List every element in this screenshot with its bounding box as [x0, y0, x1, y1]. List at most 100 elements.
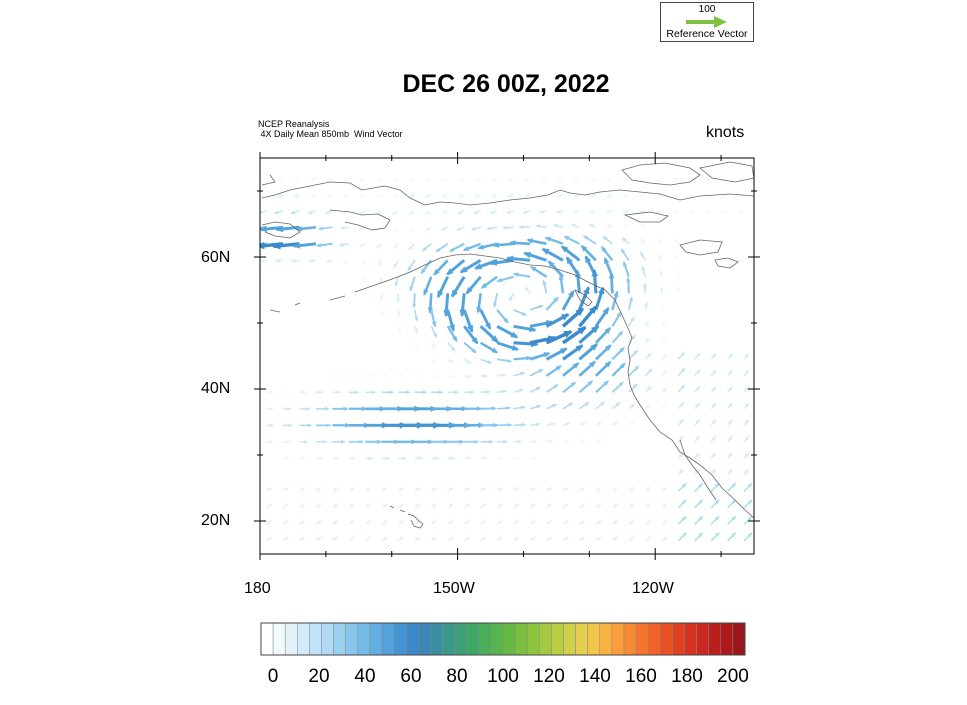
wind-vector — [694, 499, 704, 509]
wind-vector — [523, 193, 531, 198]
wind-vector — [342, 193, 350, 199]
wind-vector — [266, 486, 273, 492]
wind-vector — [501, 225, 514, 230]
wind-vector — [430, 325, 438, 339]
wind-vector — [299, 456, 308, 461]
lat-label-60n: 60N — [201, 249, 231, 266]
wind-vector — [283, 373, 291, 378]
wind-vector — [424, 177, 432, 182]
wind-vector — [431, 374, 439, 378]
colorbar-swatch — [660, 622, 673, 656]
wind-vector — [620, 248, 630, 261]
wind-vector — [611, 290, 619, 311]
wind-vector — [315, 503, 322, 509]
wind-vector — [421, 243, 432, 252]
wind-vector — [661, 387, 668, 393]
wind-vector — [375, 243, 383, 249]
wind-vector — [694, 352, 701, 360]
wind-vector — [529, 486, 537, 492]
wind-vector — [640, 238, 646, 245]
wind-vector — [299, 423, 313, 428]
wind-vector — [414, 439, 434, 445]
wind-vector — [628, 334, 637, 344]
wind-vector — [561, 307, 584, 328]
wind-vector — [307, 210, 317, 215]
wind-vector — [464, 439, 480, 444]
wind-vector — [446, 309, 455, 332]
colorbar-swatch — [611, 622, 625, 656]
wind-vector — [727, 468, 733, 476]
wind-vector — [594, 286, 605, 311]
wind-vector — [513, 472, 522, 477]
wind-vector — [414, 472, 423, 477]
wind-vector — [315, 423, 332, 428]
wind-vector — [622, 193, 630, 198]
wind-vector — [396, 309, 401, 318]
colorbar-swatch — [563, 622, 576, 656]
wind-vector — [266, 406, 275, 411]
wind-vector — [480, 390, 491, 394]
wind-vector — [365, 373, 373, 378]
wind-vector — [365, 472, 373, 477]
wind-vector — [365, 456, 374, 461]
wind-vector — [430, 342, 436, 349]
wind-vector — [644, 301, 648, 310]
wind-vector — [348, 439, 365, 444]
colorbar-swatch — [514, 622, 528, 656]
wind-vector — [459, 258, 482, 274]
wind-vector — [743, 452, 750, 459]
colorbar-swatch — [696, 622, 709, 656]
wind-vector — [480, 341, 499, 354]
wind-vector — [638, 193, 646, 198]
wind-vector — [661, 403, 668, 410]
wind-vector — [743, 402, 750, 410]
wind-vector — [408, 177, 416, 182]
wind-vector — [315, 519, 322, 525]
wind-vector — [562, 362, 580, 377]
wind-vector — [407, 259, 416, 272]
wind-vector — [644, 385, 652, 393]
wind-vector — [727, 402, 733, 410]
wind-vector — [578, 325, 600, 345]
wind-vector — [266, 519, 273, 525]
wind-vector — [594, 327, 612, 344]
source-line-1: NCEP Reanalysis — [258, 119, 330, 129]
colorbar-swatch — [405, 622, 419, 656]
wind-vector — [464, 456, 472, 461]
wind-vector — [661, 420, 668, 426]
wind-vector — [628, 438, 636, 443]
wind-vector — [414, 487, 421, 492]
wind-vector — [677, 532, 687, 542]
wind-vector — [727, 369, 733, 377]
wind-vector — [710, 352, 717, 360]
wind-vector — [562, 503, 569, 509]
wind-vector — [360, 259, 366, 266]
wind-vector — [381, 536, 388, 542]
wind-vector — [381, 487, 389, 492]
wind-vector — [470, 226, 481, 231]
wind-vector — [414, 503, 421, 509]
wind-vector — [641, 265, 647, 278]
wind-vector — [562, 344, 584, 361]
wind-vector — [474, 177, 482, 182]
wind-vector — [282, 503, 290, 509]
wind-vector — [743, 515, 753, 525]
wind-vector — [324, 210, 333, 214]
wind-vector — [512, 272, 531, 278]
wind-vector — [661, 370, 668, 377]
wind-vector — [480, 374, 489, 378]
wind-vector — [282, 519, 290, 525]
wind-vector — [490, 193, 498, 198]
wind-vector — [446, 325, 458, 343]
wind-vector — [655, 193, 663, 199]
wind-vector — [605, 223, 613, 228]
axis-ticks — [254, 152, 760, 560]
wind-vector — [727, 352, 733, 360]
wind-vector — [573, 177, 580, 182]
wind-vector — [447, 358, 454, 364]
source-line-2: 4X Daily Mean 850mb Wind Vector — [258, 129, 403, 139]
wind-vector — [694, 385, 701, 393]
wind-vector — [552, 224, 564, 229]
wind-vector — [743, 468, 750, 476]
wind-vector — [676, 285, 681, 294]
